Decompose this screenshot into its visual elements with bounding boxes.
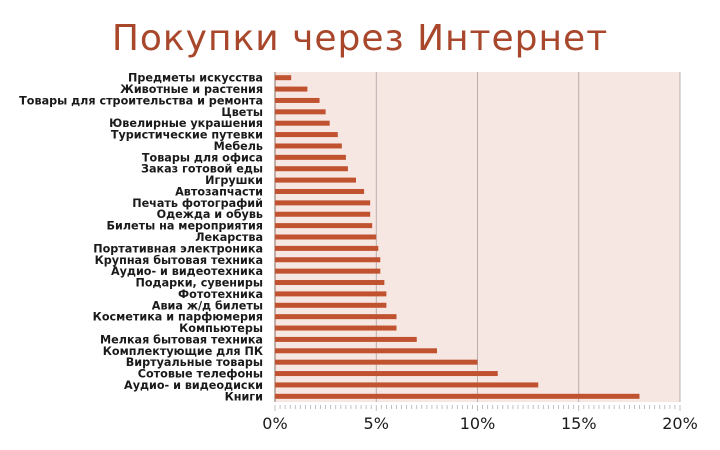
category-label: Аудио- и видеодиски — [124, 379, 263, 392]
category-label: Предметы искусства — [128, 72, 263, 85]
bar — [275, 120, 330, 126]
bar — [275, 371, 498, 377]
bar — [275, 200, 371, 206]
category-label: Компьютеры — [179, 322, 263, 335]
x-tick-label: 10% — [460, 414, 496, 433]
bar — [275, 325, 397, 331]
category-label: Сотовые телефоны — [138, 368, 263, 381]
bar — [275, 177, 356, 183]
category-label: Крупная бытовая техника — [95, 254, 263, 267]
category-label: Косметика и парфюмерия — [93, 311, 263, 324]
category-label: Мебель — [214, 140, 263, 153]
chart-title: Покупки через Интернет — [111, 18, 609, 59]
bar — [275, 132, 338, 138]
bar — [275, 314, 397, 320]
bar — [275, 291, 387, 297]
bar — [275, 359, 478, 365]
x-tick-label: 0% — [262, 414, 287, 433]
category-label: Книги — [225, 390, 263, 403]
x-tick-label: 5% — [364, 414, 389, 433]
x-tick-label: 20% — [662, 414, 698, 433]
category-label: Игрушки — [205, 174, 263, 187]
category-label: Цветы — [221, 106, 263, 119]
category-label: Портативная электроника — [93, 242, 263, 255]
category-label: Заказ готовой еды — [141, 163, 263, 176]
bar — [275, 223, 373, 229]
x-tick-label: 15% — [561, 414, 597, 433]
bar — [275, 143, 342, 149]
bar — [275, 245, 379, 251]
bar — [275, 280, 385, 286]
category-label: Авиа ж/д билеты — [152, 299, 263, 312]
category-label: Одежда и обувь — [157, 208, 263, 221]
category-label: Товары для офиса — [142, 151, 263, 164]
bar — [275, 109, 326, 115]
category-label: Фототехника — [178, 288, 263, 301]
bar — [275, 188, 365, 194]
category-label: Лекарства — [195, 231, 263, 244]
bar — [275, 86, 308, 92]
bar — [275, 302, 387, 308]
category-label: Ювелирные украшения — [109, 117, 263, 130]
bar — [275, 234, 377, 240]
category-label: Печать фотографий — [132, 197, 263, 210]
bar — [275, 393, 640, 399]
bar — [275, 75, 292, 81]
bar — [275, 336, 417, 342]
category-label: Товары для строительства и ремонта — [19, 94, 263, 107]
category-label: Виртуальные товары — [126, 356, 263, 369]
category-label: Мелкая бытовая техника — [100, 333, 263, 346]
bar — [275, 97, 320, 103]
bar — [275, 382, 539, 388]
category-label: Туристические путевки — [111, 129, 263, 142]
category-label: Автозапчасти — [175, 185, 263, 198]
category-label: Животные и растения — [120, 83, 263, 96]
category-label: Комплектующие для ПК — [103, 345, 263, 358]
bar — [275, 154, 346, 160]
bar — [275, 211, 371, 217]
category-label: Аудио- и видеотехника — [111, 265, 263, 278]
bar — [275, 257, 381, 263]
category-label: Билеты на мероприятия — [106, 220, 263, 233]
bar — [275, 348, 437, 354]
bar — [275, 166, 348, 172]
bar — [275, 268, 381, 274]
category-label: Подарки, сувениры — [135, 277, 263, 290]
